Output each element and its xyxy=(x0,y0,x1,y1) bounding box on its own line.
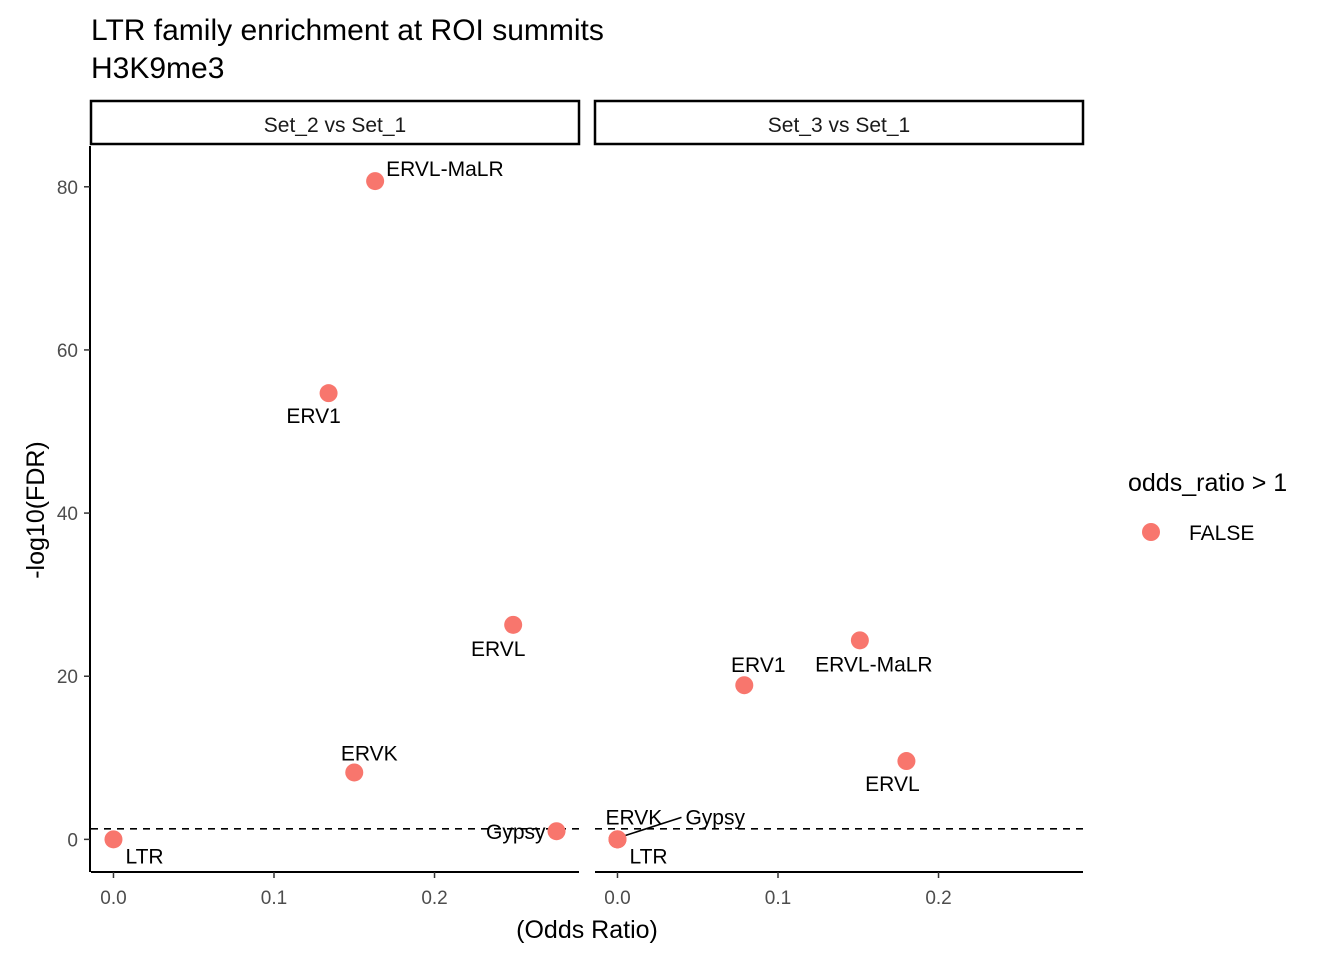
facet-strip-label: Set_2 vs Set_1 xyxy=(264,114,406,137)
x-tick-label: 0.1 xyxy=(261,888,287,909)
point-label: Gypsy xyxy=(685,806,745,829)
data-point xyxy=(345,763,364,782)
y-axis-title: -log10(FDR) xyxy=(22,441,50,579)
y-tick-label: 40 xyxy=(57,504,78,525)
x-tick-label: 0.1 xyxy=(765,888,791,909)
facet-strip-label: Set_3 vs Set_1 xyxy=(768,114,910,137)
point-label: ERVL xyxy=(865,773,919,796)
legend-key-false xyxy=(1142,523,1160,541)
point-label: ERV1 xyxy=(731,654,785,677)
point-label: ERVK xyxy=(341,742,398,765)
point-label: ERVK xyxy=(605,806,662,829)
data-point xyxy=(319,384,338,403)
y-tick-label: 0 xyxy=(67,830,78,851)
data-point xyxy=(366,172,385,191)
data-point xyxy=(850,631,869,650)
legend: odds_ratio > 1 FALSE xyxy=(1128,469,1287,545)
point-label: LTR xyxy=(629,845,667,868)
data-point xyxy=(608,830,627,849)
point-label: ERV1 xyxy=(286,405,340,428)
point-label: Gypsy xyxy=(486,821,546,844)
label-leader-line xyxy=(619,816,682,839)
x-tick-label: 0.0 xyxy=(100,888,126,909)
x-axis-title: (Odds Ratio) xyxy=(516,916,658,944)
legend-title: odds_ratio > 1 xyxy=(1128,469,1287,497)
point-label: ERVL xyxy=(471,638,525,661)
facet-strip xyxy=(89,99,581,146)
data-point xyxy=(104,830,123,849)
y-tick-label: 60 xyxy=(57,341,78,362)
x-tick-label: 0.2 xyxy=(925,888,951,909)
point-label: ERVL-MaLR xyxy=(815,653,933,676)
facet-panel-1: Set_2 vs Set_1 0.0 0.1 0.2 ERVL-MaLR ERV1 ERVL… xyxy=(89,99,581,909)
facet-panel-2: Set_3 vs Set_1 0.0 0.1 0.2 ERVL-MaLR ERV1 ERVL… xyxy=(593,99,1085,909)
data-point xyxy=(735,676,754,695)
point-label: ERVL-MaLR xyxy=(386,158,504,181)
y-tick-label: 80 xyxy=(57,178,78,199)
y-tick-label: 20 xyxy=(57,667,78,688)
chart-subtitle: H3K9me3 xyxy=(91,52,224,85)
data-point xyxy=(504,615,523,634)
x-tick-label: 0.0 xyxy=(604,888,630,909)
data-point xyxy=(547,822,566,841)
x-tick-label: 0.2 xyxy=(421,888,447,909)
facet-strip xyxy=(593,99,1085,146)
chart-title: LTR family enrichment at ROI summits xyxy=(91,14,604,47)
data-point xyxy=(897,752,916,771)
point-label: LTR xyxy=(125,845,163,868)
panels-layer: 0 20 40 60 80 Set_2 vs Set_1 0.0 0.1 0.2 ERVL-MaL… xyxy=(57,99,1085,909)
legend-label-false: FALSE xyxy=(1189,522,1254,545)
